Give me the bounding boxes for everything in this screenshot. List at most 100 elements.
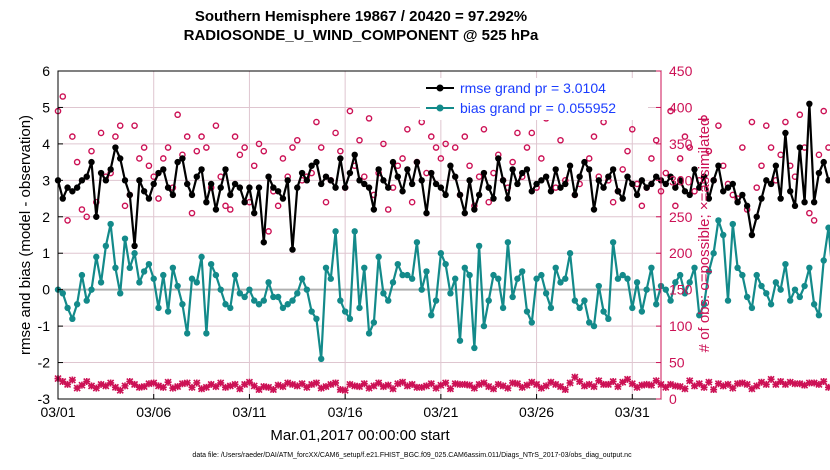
rmse-point <box>638 177 646 184</box>
bias-point <box>504 239 512 246</box>
bias-point <box>480 322 488 330</box>
obs-possible-point <box>480 126 488 133</box>
obs-assimilated-point <box>303 383 311 391</box>
rmse-point <box>820 158 827 166</box>
rmse-point <box>552 166 559 173</box>
legend: rmse grand pr = 3.0104 bias grand pr = 0… <box>420 78 648 120</box>
obs-assimilated-point <box>408 380 416 388</box>
bias-point <box>748 304 756 312</box>
rmse-point <box>322 173 330 180</box>
rmse-point <box>361 180 368 188</box>
rmse-point <box>767 180 775 188</box>
obs-assimilated-point <box>59 377 67 386</box>
bias-point <box>404 271 411 279</box>
obs-possible-point <box>767 144 775 151</box>
obs-possible-point <box>346 107 354 115</box>
bias-point <box>64 304 71 312</box>
obs-assimilated-point <box>102 382 110 390</box>
bias-point <box>174 282 181 290</box>
bias-point <box>442 260 449 268</box>
x-axis-label: Mar.01,2017 00:00:00 start <box>270 427 450 444</box>
obs-assimilated-point <box>537 384 545 392</box>
rmse-point <box>624 173 631 180</box>
rmse-point <box>734 199 741 206</box>
obs-assimilated-point <box>389 385 397 393</box>
x-tick-label: 03/01 <box>40 404 75 420</box>
obs-assimilated-point <box>437 381 445 389</box>
obs-possible-point <box>265 228 272 235</box>
obs-possible-point <box>159 155 167 162</box>
bias-point <box>614 275 622 282</box>
rmse-point <box>318 180 325 188</box>
bias-point <box>231 271 239 279</box>
obs-assimilated-point <box>743 380 751 388</box>
bias-point <box>452 275 459 282</box>
obs-assimilated-point <box>451 380 459 388</box>
bias-point <box>59 290 66 297</box>
obs-assimilated-point <box>154 382 163 390</box>
obs-assimilated-point <box>762 380 770 388</box>
bias-point <box>815 311 823 319</box>
rmse-point <box>423 209 430 217</box>
obs-assimilated-point <box>499 382 507 390</box>
bias-point <box>710 250 717 257</box>
obs-possible-point <box>155 195 162 202</box>
obs-assimilated-point <box>662 383 670 391</box>
chart-title-line1: Southern Hemisphere 19867 / 20420 = 97.2… <box>195 8 527 25</box>
bias-point <box>423 268 430 275</box>
obs-possible-point <box>116 122 124 129</box>
bias-point <box>408 275 416 282</box>
bias-point <box>576 304 583 312</box>
obs-assimilated-point <box>509 379 517 387</box>
right-tick-label: 450 <box>669 63 693 79</box>
obs-assimilated-point <box>470 384 478 392</box>
y-axis-label-left: rmse and bias (model - observation) <box>17 115 34 355</box>
rmse-point <box>188 191 196 199</box>
obs-possible-point <box>255 140 263 148</box>
rmse-point <box>772 162 780 169</box>
obs-assimilated-point <box>140 383 148 391</box>
rmse-point <box>375 166 382 173</box>
obs-possible-point <box>198 133 205 140</box>
obs-assimilated-point <box>135 383 143 391</box>
obs-assimilated-point <box>226 382 234 390</box>
obs-possible-point <box>203 144 210 151</box>
bias-point <box>696 311 703 319</box>
bias-point <box>351 228 358 235</box>
right-tick-label: 0 <box>669 391 677 407</box>
obs-assimilated-point <box>64 380 72 388</box>
bias-point <box>375 253 382 261</box>
bias-point <box>681 290 689 297</box>
rmse-point <box>413 158 421 166</box>
bias-point <box>88 286 95 293</box>
rmse-point <box>499 177 507 184</box>
obs-assimilated-point <box>322 383 330 391</box>
rmse-point <box>294 184 301 191</box>
rmse-point <box>653 173 660 180</box>
obs-assimilated-point <box>757 378 766 386</box>
obs-possible-point <box>380 140 387 148</box>
obs-possible-point <box>624 147 631 155</box>
obs-possible-point <box>451 144 459 151</box>
obs-assimilated-point <box>265 383 273 391</box>
obs-assimilated-point <box>456 380 464 388</box>
obs-possible-point <box>667 107 674 115</box>
rmse-point <box>370 206 378 213</box>
obs-assimilated-point <box>111 383 119 391</box>
obs-assimilated-point <box>729 384 737 392</box>
obs-possible-point <box>174 111 181 119</box>
obs-possible-point <box>399 155 406 162</box>
rmse-point <box>341 184 349 191</box>
rmse-point <box>614 188 622 195</box>
bias-point <box>179 301 186 308</box>
obs-assimilated-point <box>652 377 660 385</box>
obs-possible-point <box>691 187 698 195</box>
bias-point <box>777 286 784 293</box>
bias-point <box>447 290 454 297</box>
obs-possible-point <box>236 151 244 159</box>
obs-possible-point <box>212 122 220 129</box>
bias-point <box>806 264 813 271</box>
rmse-point <box>332 184 339 191</box>
obs-assimilated-point <box>169 384 177 392</box>
obs-assimilated-point <box>700 383 708 391</box>
